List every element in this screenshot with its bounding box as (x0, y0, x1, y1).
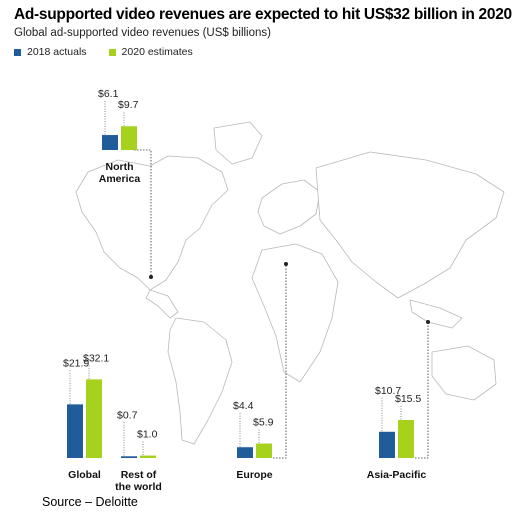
legend-swatch-2018 (14, 48, 21, 56)
value-label-2018-rest-of-the-world: $0.7 (117, 409, 138, 421)
bar-2018-rest-of-the-world (121, 456, 137, 458)
value-label-2020-north-america: $9.7 (118, 99, 139, 111)
category-label-rest-of-the-world-2: the world (115, 481, 162, 493)
map-southeast-asia (409, 299, 463, 329)
map-central-america (145, 289, 179, 319)
world-map-outline (75, 121, 505, 445)
bar-2020-europe (256, 443, 272, 458)
chart-subtitle: Global ad-supported video revenues (US$ … (14, 27, 271, 39)
value-label-2020-asia-pacific: $15.5 (395, 393, 421, 405)
region-marker-north-america (149, 275, 153, 279)
value-label-2020-rest-of-the-world: $1.0 (137, 429, 158, 441)
map-europe (257, 179, 321, 235)
bar-2018-global (67, 404, 83, 458)
legend-label-2020: 2020 estimates (121, 46, 193, 58)
value-label-2018-north-america: $6.1 (98, 88, 119, 100)
bar-2020-north-america (121, 126, 137, 150)
map-australia (431, 345, 497, 401)
bar-2020-rest-of-the-world (140, 455, 156, 458)
category-label-rest-of-the-world-1: Rest of (121, 469, 157, 481)
legend-label-2018: 2018 actuals (27, 46, 87, 58)
category-label-europe-1: Europe (236, 469, 272, 481)
region-marker-asia-pacific (426, 320, 430, 324)
value-label-2020-europe: $5.9 (253, 417, 274, 429)
bar-2020-asia-pacific (398, 420, 414, 458)
bar-2020-global (86, 379, 102, 458)
category-label-north-america-2: America (99, 173, 141, 185)
category-label-north-america-1: North (106, 161, 134, 173)
map-south-america (167, 317, 233, 445)
legend: 2018 actuals 2020 estimates (14, 46, 193, 58)
leader-line-asia-pacific (415, 322, 429, 459)
map-north-america (75, 155, 229, 291)
map-greenland (213, 121, 263, 165)
legend-swatch-2020 (108, 48, 116, 56)
legend-item-2020: 2020 estimates (108, 46, 193, 58)
bar-2018-north-america (102, 135, 118, 150)
value-label-2018-europe: $4.4 (233, 400, 254, 412)
map-asia (315, 151, 505, 299)
map-africa (251, 243, 339, 383)
category-label-asia-pacific-1: Asia-Pacific (367, 469, 427, 481)
chart-title: Ad-supported video revenues are expected… (14, 6, 512, 23)
bar-2018-asia-pacific (379, 431, 395, 458)
legend-item-2018: 2018 actuals (14, 46, 87, 58)
region-marker-europe (284, 262, 288, 266)
value-label-2020-global: $32.1 (83, 352, 109, 364)
value-label-2018-global: $21.9 (63, 357, 89, 369)
category-label-global-1: Global (68, 469, 101, 481)
bar-2018-europe (237, 447, 253, 458)
leader-line-europe (273, 264, 287, 459)
source-note: Source – Deloitte (42, 495, 138, 509)
value-label-2018-asia-pacific: $10.7 (375, 385, 401, 397)
